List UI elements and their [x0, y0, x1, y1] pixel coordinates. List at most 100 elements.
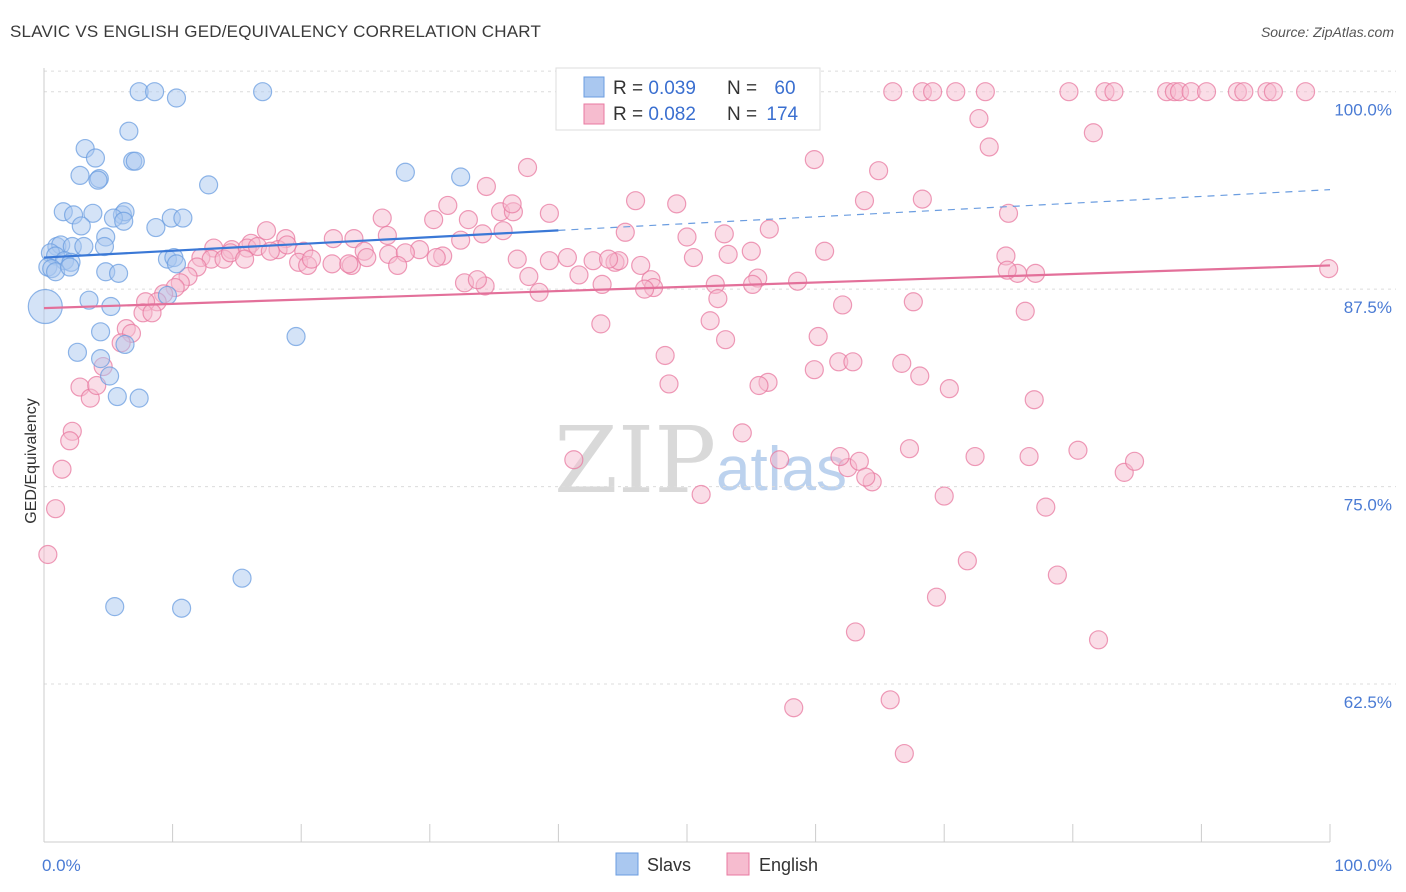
point-english — [759, 219, 779, 239]
trend-line-english — [43, 264, 1331, 310]
point-english — [683, 247, 704, 268]
point-english — [910, 366, 930, 386]
point-english — [142, 303, 162, 323]
point-slavs — [146, 217, 166, 238]
point-english — [467, 270, 487, 290]
point-slavs — [172, 598, 192, 618]
point-english — [1024, 390, 1044, 410]
point-english — [957, 551, 977, 571]
point-slavs — [90, 349, 111, 369]
point-slavs — [94, 236, 115, 257]
point-english — [1263, 82, 1284, 102]
point-english — [655, 345, 675, 366]
point-english — [883, 82, 903, 102]
point-slavs — [129, 388, 149, 408]
point-english — [667, 194, 687, 214]
y-tick-label: 62.5% — [1344, 693, 1392, 712]
point-english — [946, 82, 966, 102]
point-english — [923, 82, 943, 102]
point-english — [1104, 82, 1124, 102]
point-english — [45, 499, 66, 519]
point-english — [564, 450, 584, 470]
point-english — [843, 352, 863, 372]
x-tick-label-max: 100.0% — [1334, 856, 1392, 875]
point-slavs — [125, 151, 145, 171]
point-english — [539, 251, 559, 271]
point-slavs — [253, 82, 273, 102]
legend[interactable]: Slavs English — [615, 852, 818, 876]
point-slavs — [107, 386, 127, 407]
point-english — [377, 225, 397, 246]
point-english — [691, 484, 711, 505]
point-english — [1059, 82, 1079, 102]
point-slavs — [108, 263, 129, 283]
point-english — [718, 244, 738, 264]
point-english — [458, 210, 478, 230]
chart-title: SLAVIC VS ENGLISH GED/EQUIVALENCY CORREL… — [10, 22, 542, 41]
point-english — [502, 194, 522, 214]
point-english — [975, 82, 995, 102]
point-english — [708, 289, 728, 309]
point-english — [52, 459, 72, 479]
point-english — [493, 221, 513, 241]
y-axis-label: GED/Equivalency — [23, 398, 40, 523]
point-english — [815, 241, 835, 261]
legend-label-english[interactable]: English — [759, 855, 818, 875]
point-english — [741, 241, 761, 261]
point-slavs — [114, 211, 134, 231]
point-english — [808, 326, 828, 347]
point-english — [322, 254, 342, 274]
point-english — [965, 446, 985, 467]
point-english — [784, 698, 804, 718]
point-english — [598, 249, 619, 269]
point-english — [714, 224, 734, 244]
point-slavs — [115, 334, 135, 355]
point-english — [997, 260, 1017, 280]
point-english — [235, 249, 255, 269]
legend-swatch-english[interactable] — [726, 852, 750, 876]
point-english — [892, 353, 912, 373]
point-slavs — [60, 257, 80, 277]
point-english — [1196, 82, 1217, 102]
axes: 62.5% 75.0% 87.5% 100.0% 0.0% 100.0% — [42, 68, 1392, 875]
legend-label-slavs[interactable]: Slavs — [647, 855, 691, 875]
point-slavs — [173, 208, 193, 228]
point-english — [569, 265, 589, 285]
point-english — [557, 247, 578, 268]
point-english — [451, 230, 471, 250]
point-english — [426, 247, 446, 268]
point-slavs — [166, 88, 187, 108]
stats-swatch-slavs — [583, 76, 605, 98]
y-tick-label: 100.0% — [1334, 101, 1392, 120]
point-english — [591, 314, 611, 334]
point-english — [677, 227, 697, 247]
point-english — [939, 379, 959, 399]
point-english — [476, 176, 496, 197]
point-english — [804, 150, 824, 170]
point-english — [256, 221, 277, 241]
point-slavs — [71, 216, 91, 236]
point-english — [732, 423, 752, 443]
point-slavs — [286, 326, 306, 347]
point-english — [969, 108, 989, 129]
stats-n-slavs: N = 60 — [727, 78, 796, 99]
point-slavs — [70, 165, 90, 186]
point-english — [659, 374, 679, 394]
grid — [44, 70, 1396, 685]
source-credit: Source: ZipAtlas.com — [1260, 24, 1394, 40]
point-english — [899, 439, 920, 459]
legend-swatch-slavs[interactable] — [615, 852, 639, 876]
point-slavs — [166, 254, 187, 274]
point-english — [856, 467, 876, 487]
point-english — [87, 375, 107, 396]
point-english — [1295, 82, 1316, 102]
point-english — [700, 311, 720, 331]
point-english — [344, 228, 364, 249]
stats-box: R = 0.039 N = 60 R = 0.082 N = 174 — [555, 67, 821, 131]
y-tick-label: 75.0% — [1344, 496, 1392, 515]
point-english — [38, 544, 58, 565]
point-english — [869, 161, 889, 181]
stats-r-slavs: R = 0.039 — [613, 78, 696, 99]
point-english — [631, 255, 651, 276]
point-slavs — [157, 285, 178, 306]
